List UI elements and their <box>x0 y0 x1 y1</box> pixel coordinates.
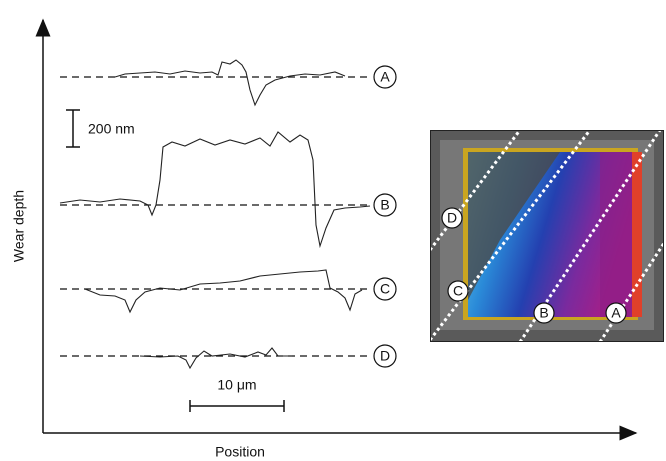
inset-label: B <box>539 305 548 321</box>
depth-scale-label: 200 nm <box>88 121 135 137</box>
inset-labels: D C B A <box>441 207 627 324</box>
x-axis-label: Position <box>215 444 265 460</box>
inset-label: C <box>453 283 463 299</box>
inset-map <box>430 130 664 342</box>
profile-d: D <box>60 344 397 370</box>
profile-label: A <box>380 69 390 85</box>
y-axis-label: Wear depth <box>11 190 27 262</box>
inset-label: A <box>611 305 621 321</box>
length-scale-bar <box>189 400 285 412</box>
length-scale-label: 10 μm <box>217 377 256 393</box>
profile-b: B <box>59 131 397 249</box>
profile-a: A <box>60 59 397 107</box>
profile-label: D <box>380 348 390 364</box>
depth-scale-bar <box>66 109 80 148</box>
profile-c: C <box>60 269 397 314</box>
inset-label: D <box>447 210 457 226</box>
profile-label: C <box>380 281 390 297</box>
profile-label: B <box>380 197 389 213</box>
